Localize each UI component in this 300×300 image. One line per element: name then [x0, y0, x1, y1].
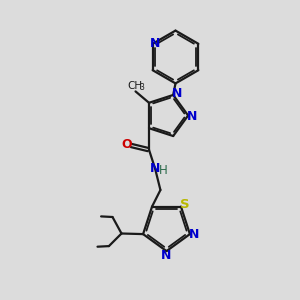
Text: N: N — [150, 162, 160, 175]
Text: H: H — [159, 164, 168, 177]
Text: N: N — [161, 249, 172, 262]
Text: N: N — [189, 228, 200, 241]
Text: S: S — [180, 198, 189, 211]
Text: N: N — [149, 37, 160, 50]
Text: CH: CH — [127, 81, 142, 91]
Text: N: N — [187, 110, 197, 124]
Text: 3: 3 — [140, 83, 145, 92]
Text: N: N — [172, 87, 182, 100]
Text: O: O — [121, 138, 131, 151]
